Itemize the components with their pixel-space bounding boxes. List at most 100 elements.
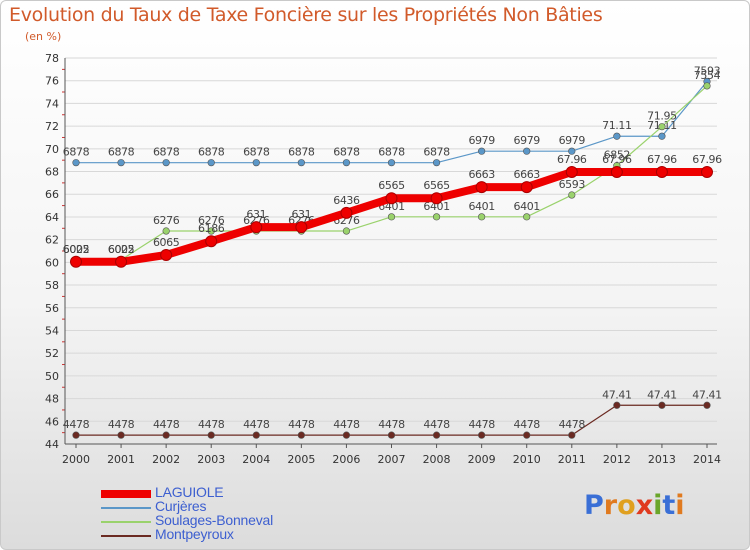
y-tick-label: 62	[45, 234, 59, 247]
data-label-curjeres: 6878	[153, 146, 180, 159]
data-point-soulages-bonneval	[523, 213, 531, 221]
data-point-montpeyroux	[613, 401, 621, 409]
data-label-laguiole: 6663	[514, 168, 541, 181]
x-tick-label: 2001	[107, 453, 135, 466]
data-point-laguiole	[70, 255, 82, 268]
x-tick-label: 2002	[152, 453, 180, 466]
data-point-soulages-bonneval	[658, 123, 666, 131]
data-point-montpeyroux	[162, 431, 170, 439]
data-point-soulages-bonneval	[568, 191, 576, 199]
data-label-curjeres: 6979	[514, 134, 541, 147]
data-point-curjeres	[342, 159, 351, 167]
data-point-montpeyroux	[252, 431, 260, 439]
data-label-laguiole: 6565	[378, 179, 405, 192]
data-label-curjeres: 6878	[423, 146, 450, 159]
data-point-laguiole	[701, 165, 713, 178]
legend-swatch-soulages-bonneval	[101, 521, 151, 523]
data-point-montpeyroux	[432, 431, 441, 439]
chart-subtitle: (en %)	[25, 30, 62, 43]
data-label-montpeyroux: 4478	[288, 418, 315, 431]
data-point-montpeyroux	[658, 401, 666, 409]
data-point-soulages-bonneval	[162, 227, 170, 235]
data-label-soulages-bonneval: 6022	[108, 243, 134, 256]
y-tick-label: 66	[45, 188, 59, 201]
y-tick-label: 72	[45, 120, 59, 133]
proxiti-logo: Proxiti	[584, 490, 685, 521]
data-label-montpeyroux: 4478	[514, 418, 541, 431]
legend-label-soulages-bonneval: Soulages-Bonneval	[155, 512, 274, 528]
data-label-soulages-bonneval: 6593	[559, 178, 586, 191]
data-point-curjeres	[478, 147, 486, 155]
x-tick-label: 2006	[332, 453, 360, 466]
data-point-montpeyroux	[523, 431, 531, 439]
y-tick-label: 64	[45, 211, 59, 224]
data-point-curjeres	[568, 147, 576, 155]
data-point-soulages-bonneval	[207, 227, 215, 235]
data-label-laguiole: 6565	[423, 179, 450, 192]
y-tick-label: 76	[45, 75, 59, 88]
data-point-laguiole	[295, 221, 308, 234]
y-tick-label: 44	[45, 438, 59, 451]
data-label-montpeyroux: 47.41	[647, 388, 677, 401]
y-tick-label: 74	[45, 97, 59, 110]
y-tick-label: 60	[45, 256, 59, 269]
x-tick-label: 2005	[287, 453, 315, 466]
logo-letter: t	[662, 490, 676, 521]
y-tick-label: 54	[45, 324, 59, 337]
y-tick-label: 48	[45, 393, 59, 406]
data-point-curjeres	[523, 147, 531, 155]
data-label-laguiole: 6186	[198, 222, 225, 235]
legend-swatch-curjeres	[101, 507, 151, 509]
data-point-soulages-bonneval	[342, 227, 351, 235]
data-label-montpeyroux: 4478	[243, 418, 270, 431]
legend-label-laguiole: LAGUIOLE	[155, 484, 224, 500]
data-point-soulages-bonneval	[703, 82, 711, 90]
data-point-laguiole	[655, 165, 668, 178]
data-point-curjeres	[117, 159, 125, 167]
data-label-montpeyroux: 4478	[153, 418, 180, 431]
y-tick-label: 52	[45, 347, 59, 360]
data-label-soulages-bonneval: 6022	[63, 243, 89, 256]
data-label-curjeres: 6878	[108, 146, 135, 159]
data-label-soulages-bonneval: 71.95	[647, 110, 677, 123]
data-point-montpeyroux	[72, 431, 80, 439]
data-point-curjeres	[387, 159, 396, 167]
data-point-laguiole	[250, 221, 263, 234]
data-point-curjeres	[658, 132, 666, 140]
data-label-laguiole: 67.96	[647, 153, 677, 166]
data-point-curjeres	[297, 159, 305, 167]
data-label-laguiole: 631	[246, 208, 266, 221]
data-label-soulages-bonneval: 6401	[423, 200, 449, 213]
data-point-soulages-bonneval	[432, 213, 441, 221]
y-tick-label: 56	[45, 302, 59, 315]
data-point-curjeres	[207, 159, 215, 167]
data-label-montpeyroux: 47.41	[692, 388, 722, 401]
data-point-montpeyroux	[342, 431, 351, 439]
data-point-laguiole	[160, 248, 173, 261]
data-label-laguiole: 6005	[63, 243, 90, 256]
data-label-montpeyroux: 4478	[198, 418, 225, 431]
data-point-montpeyroux	[297, 431, 305, 439]
data-label-laguiole: 6663	[468, 168, 495, 181]
y-tick-label: 70	[45, 143, 59, 156]
data-label-curjeres: 6878	[333, 146, 360, 159]
x-tick-label: 2008	[423, 453, 451, 466]
logo-letter: r	[603, 490, 618, 521]
logo-letter: i	[675, 490, 685, 521]
data-label-montpeyroux: 4478	[559, 418, 586, 431]
data-label-montpeyroux: 4478	[423, 418, 450, 431]
x-tick-label: 2013	[648, 453, 676, 466]
data-label-curjeres: 6878	[198, 146, 225, 159]
data-label-montpeyroux: 4478	[378, 418, 405, 431]
data-point-soulages-bonneval	[478, 213, 486, 221]
x-tick-label: 2003	[197, 453, 225, 466]
data-point-laguiole	[385, 192, 398, 205]
y-tick-label: 50	[45, 370, 59, 383]
logo-letter: o	[617, 490, 636, 521]
data-label-curjeres: 7593	[694, 65, 721, 78]
data-label-laguiole: 6436	[333, 194, 360, 207]
data-label-soulages-bonneval: 7554	[694, 69, 721, 82]
data-point-montpeyroux	[568, 431, 576, 439]
data-label-montpeyroux: 4478	[63, 418, 90, 431]
data-point-laguiole	[205, 235, 218, 248]
